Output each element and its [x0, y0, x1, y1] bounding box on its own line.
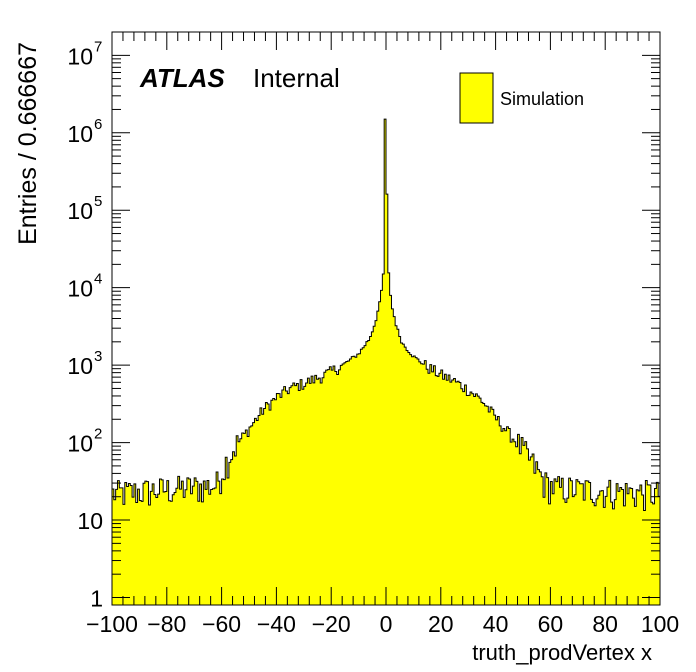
- y-tick-label: 10 2: [67, 426, 102, 457]
- x-tick-label: −60: [202, 611, 241, 637]
- y-tick-label: 10 6: [67, 116, 102, 147]
- y-tick-label-base: 10: [67, 353, 93, 379]
- y-tick-label: 1: [90, 585, 103, 611]
- y-tick-label-base: 10: [67, 276, 93, 302]
- y-axis-label: Entries / 0.666667: [14, 42, 42, 245]
- y-tick-label-exponent: 7: [94, 38, 102, 55]
- legend-entry-label: Simulation: [500, 89, 584, 109]
- y-axis-ticks: [112, 31, 660, 598]
- y-tick-label-base: 10: [67, 121, 93, 147]
- histogram-series-simulation: [111, 118, 661, 606]
- y-tick-label: 10 4: [67, 271, 102, 302]
- y-tick-label-base: 10: [67, 431, 93, 457]
- y-tick-label: 10 5: [67, 193, 102, 224]
- histogram-layer: [111, 118, 661, 606]
- y-tick-label-exponent: 5: [94, 193, 102, 210]
- x-axis-label: truth_prodVertex x: [472, 640, 652, 665]
- x-axis-tick-labels: −100 −80 −60 −40 −20 0 20 40 60 80 100: [86, 611, 679, 637]
- x-tick-label: −20: [312, 611, 351, 637]
- x-tick-label: 40: [483, 611, 509, 637]
- y-tick-label: 10: [77, 508, 103, 534]
- y-tick-label-exponent: 4: [94, 271, 102, 288]
- x-axis-ticks: [111, 32, 661, 605]
- x-tick-label: 20: [428, 611, 454, 637]
- legend-swatch: [459, 72, 494, 124]
- y-tick-label-exponent: 3: [94, 348, 102, 365]
- x-tick-label: −40: [257, 611, 296, 637]
- y-tick-label-exponent: 2: [94, 426, 102, 443]
- y-tick-label: 10 3: [67, 348, 102, 379]
- x-tick-label: 60: [538, 611, 564, 637]
- y-tick-label: 10 7: [67, 38, 102, 69]
- y-tick-label-exponent: 6: [94, 116, 102, 133]
- atlas-label: ATLAS: [139, 63, 225, 93]
- x-tick-label: 0: [380, 611, 393, 637]
- y-tick-label-base: 10: [67, 43, 93, 69]
- y-tick-label-base: 1: [90, 585, 103, 611]
- internal-label: Internal: [253, 63, 340, 93]
- x-tick-label: −80: [147, 611, 186, 637]
- y-tick-label-base: 10: [67, 198, 93, 224]
- legend: Simulation: [459, 72, 584, 124]
- x-tick-label: −100: [86, 611, 138, 637]
- y-tick-label-base: 10: [77, 508, 103, 534]
- x-tick-label: 100: [641, 611, 679, 637]
- x-tick-label: 80: [592, 611, 618, 637]
